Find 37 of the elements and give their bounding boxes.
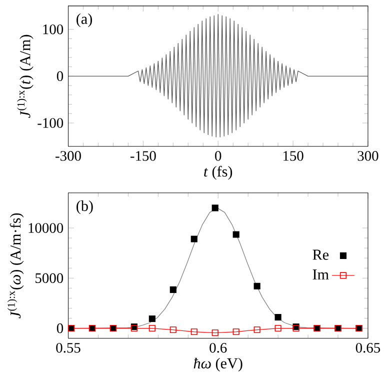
- x-axis-title: t (fs): [204, 166, 232, 180]
- y-tick-label: 10000: [28, 223, 64, 233]
- point: [254, 326, 260, 334]
- annotation: (a): [76, 13, 92, 28]
- point: [190, 236, 198, 242]
- x-tick-label: 0: [215, 151, 222, 161]
- point: [170, 326, 176, 334]
- y-tick-label: 0: [56, 323, 64, 334]
- y-tick-label: -100: [38, 118, 64, 128]
- x-tick-label: -300: [56, 151, 81, 161]
- y-axis-title: J$^{(1):x}$(ω) (A/m·fs): [7, 213, 24, 318]
- line-series: [68, 14, 368, 138]
- point: [254, 282, 260, 290]
- x-tick-label: -150: [130, 151, 156, 161]
- point: [232, 328, 240, 336]
- legend-label: Im: [312, 270, 329, 280]
- x-tick-label: 300: [358, 151, 378, 161]
- point: [274, 314, 282, 321]
- legend-label: Re: [312, 250, 329, 260]
- point: [274, 325, 282, 332]
- point: [212, 330, 218, 336]
- y-axis-title: J$^{(1):x}$(t) (A/m): [17, 35, 34, 118]
- point: [190, 328, 198, 336]
- point: [148, 316, 156, 322]
- x-axis-title: ħω (eV): [194, 358, 242, 372]
- point: [212, 204, 218, 212]
- point: [170, 286, 176, 294]
- x-tick-label: 0.55: [56, 343, 80, 353]
- x-tick-label: 0.65: [356, 343, 380, 353]
- point: [148, 325, 156, 332]
- y-tick-label: 100: [43, 24, 64, 34]
- y-tick-label: 5000: [36, 273, 64, 284]
- point: [232, 231, 240, 238]
- annotation: (b): [76, 200, 93, 214]
- x-tick-label: 0.6: [210, 343, 227, 353]
- y-tick-label: 0: [56, 71, 64, 82]
- x-tick-label: 150: [283, 151, 304, 161]
